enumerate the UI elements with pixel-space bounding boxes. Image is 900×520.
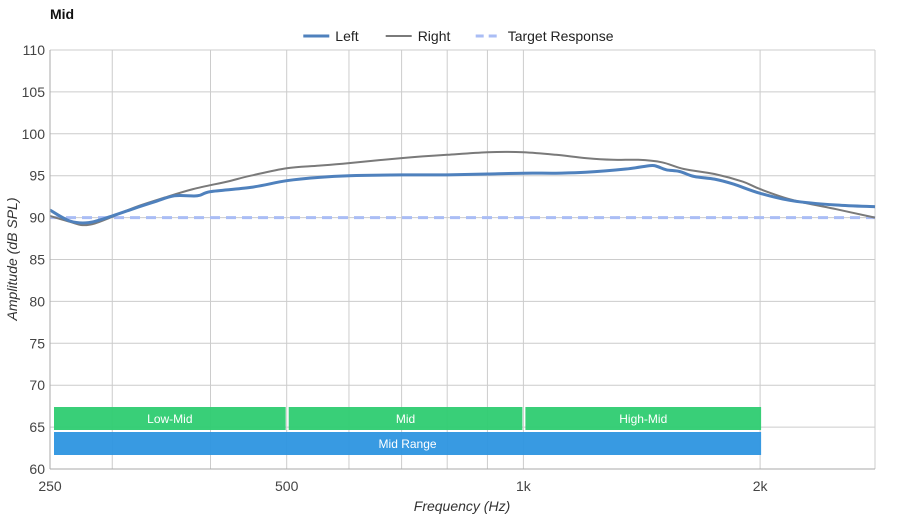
x-tick-label: 2k <box>753 478 769 494</box>
y-tick-label: 70 <box>29 377 45 393</box>
axes: 60 65 70 75 80 85 90 95 100 105 110 250 500 1k 2k <box>22 42 875 494</box>
chart-title: Mid <box>50 6 75 22</box>
series-line-left <box>49 163 876 225</box>
y-tick-label: 90 <box>29 210 45 226</box>
band-label: Mid <box>396 412 415 426</box>
y-tick-label: 65 <box>29 419 45 435</box>
y-tick-label: 75 <box>29 335 45 351</box>
y-tick-label: 105 <box>22 84 46 100</box>
series-lines <box>49 150 876 227</box>
y-tick-label: 95 <box>29 168 45 184</box>
x-tick-label: 500 <box>275 478 299 494</box>
x-axis-title: Frequency (Hz) <box>414 498 510 514</box>
band-mid-range <box>54 432 762 455</box>
y-tick-label: 60 <box>29 461 45 477</box>
legend-label: Right <box>418 28 451 44</box>
y-tick-label: 100 <box>22 126 46 142</box>
y-tick-label: 110 <box>23 42 46 58</box>
x-tick-label: 1k <box>516 478 532 494</box>
y-tick-label: 80 <box>29 293 45 309</box>
band-high-mid <box>525 407 762 430</box>
grid <box>49 49 876 470</box>
y-axis-title: Amplitude (dB SPL) <box>4 198 20 322</box>
band-mid <box>288 407 523 430</box>
band-label: Low-Mid <box>147 412 192 426</box>
band-label: High-Mid <box>619 412 667 426</box>
legend: Left Right Target Response <box>303 28 614 44</box>
series-line-right <box>49 150 876 227</box>
band-low-mid <box>54 407 286 430</box>
band-label: Mid Range <box>379 437 437 451</box>
frequency-bands: Low-Mid Mid High-Mid Mid Range <box>54 407 762 455</box>
legend-label: Left <box>335 28 358 44</box>
y-tick-label: 85 <box>29 252 45 268</box>
legend-label: Target Response <box>508 28 614 44</box>
x-tick-label: 250 <box>38 478 62 494</box>
